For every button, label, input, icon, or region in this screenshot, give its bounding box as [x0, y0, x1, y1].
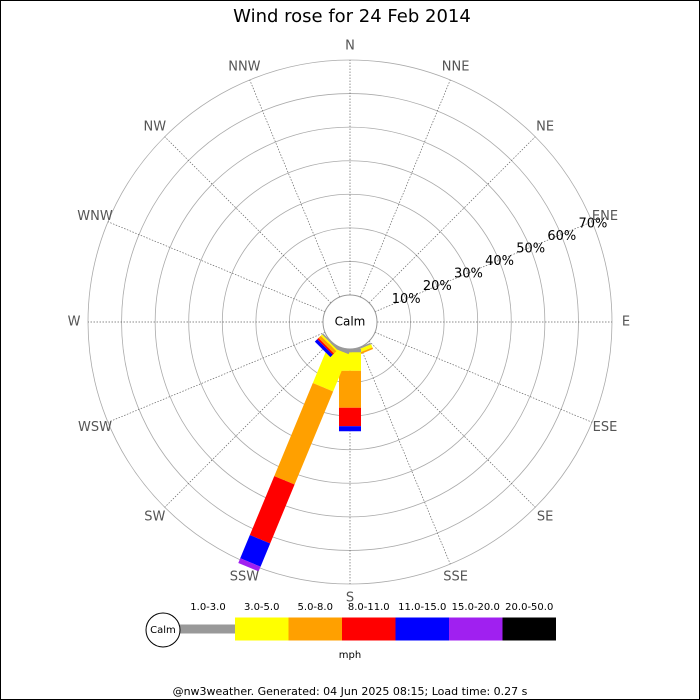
legend-swatch — [180, 624, 235, 634]
grid-spoke — [374, 332, 593, 423]
legend-label: 1.0-3.0 — [190, 602, 225, 613]
legend-label: 20.0-50.0 — [505, 602, 553, 613]
grid-spoke — [107, 332, 326, 423]
bar-segment — [274, 383, 334, 485]
direction-label: ENE — [592, 209, 618, 224]
legend-label: 3.0-5.0 — [244, 602, 279, 613]
footer: @nw3weather. Generated: 04 Jun 2025 08:1… — [173, 685, 528, 698]
r-tick-label: 40% — [485, 254, 514, 269]
bar-segment — [312, 345, 349, 392]
legend-label: 5.0-8.0 — [298, 602, 333, 613]
direction-label: NE — [536, 119, 554, 134]
r-tick-label: 50% — [516, 242, 545, 257]
grid-spoke — [360, 79, 451, 298]
bar-segment — [339, 426, 361, 432]
r-tick-label: 20% — [423, 279, 452, 294]
grid-spoke — [249, 79, 340, 298]
grid-spoke — [164, 136, 332, 304]
bar-segment — [339, 407, 361, 427]
calm-circle — [322, 294, 378, 350]
grid-ring — [154, 126, 546, 518]
direction-label: S — [346, 591, 354, 606]
direction-label: WSW — [78, 420, 112, 435]
legend-calm-label: Calm — [150, 625, 176, 636]
calm-label: Calm — [335, 315, 366, 329]
grid-ring — [188, 160, 512, 484]
bar-segment — [339, 370, 361, 408]
bar-segment — [238, 558, 261, 572]
bar-segment — [314, 339, 333, 358]
legend-swatch — [288, 617, 342, 641]
legend-swatch — [502, 617, 556, 641]
legend-swatch — [235, 617, 289, 641]
direction-label: NNW — [228, 60, 260, 75]
direction-label: E — [622, 315, 630, 330]
legend-swatch — [395, 617, 449, 641]
r-tick-label: 10% — [392, 292, 421, 307]
bar-segment — [320, 334, 338, 352]
direction-label: NNE — [442, 60, 470, 75]
direction-label: W — [68, 315, 81, 330]
r-tick-label: 30% — [454, 267, 483, 282]
direction-label: SW — [144, 510, 165, 525]
direction-label: SE — [537, 510, 553, 525]
grid-ring — [221, 193, 479, 451]
grid-spoke — [368, 340, 536, 508]
legend-swatch — [449, 617, 503, 641]
bar-segment — [249, 476, 295, 544]
bar-segment — [321, 333, 339, 351]
r-tick-label: 60% — [547, 229, 576, 244]
legend-swatch — [342, 617, 396, 641]
direction-label: NW — [144, 119, 167, 134]
direction-label: N — [345, 39, 355, 54]
chart-title: Wind rose for 24 Feb 2014 — [233, 6, 471, 27]
direction-label: ESE — [593, 420, 618, 435]
grid-spoke — [360, 346, 451, 565]
direction-label: SSE — [443, 569, 468, 584]
legend-calm-circle — [145, 612, 181, 648]
bar-segment — [318, 335, 337, 354]
legend-label: 11.0-15.0 — [398, 602, 446, 613]
legend-label: 8.0-11.0 — [348, 602, 390, 613]
grid-spoke — [107, 221, 326, 312]
grid-spoke — [374, 221, 593, 312]
r-tick-label: 70% — [578, 216, 607, 231]
grid-spoke — [164, 340, 332, 508]
direction-label: SSW — [230, 569, 260, 584]
unit-label: mph — [339, 650, 361, 661]
legend-label: 15.0-20.0 — [452, 602, 500, 613]
bar-segment — [317, 338, 334, 355]
bar-segment — [240, 535, 271, 567]
direction-label: WNW — [77, 209, 113, 224]
grid-spoke — [368, 136, 536, 304]
bar-segment — [339, 349, 361, 353]
